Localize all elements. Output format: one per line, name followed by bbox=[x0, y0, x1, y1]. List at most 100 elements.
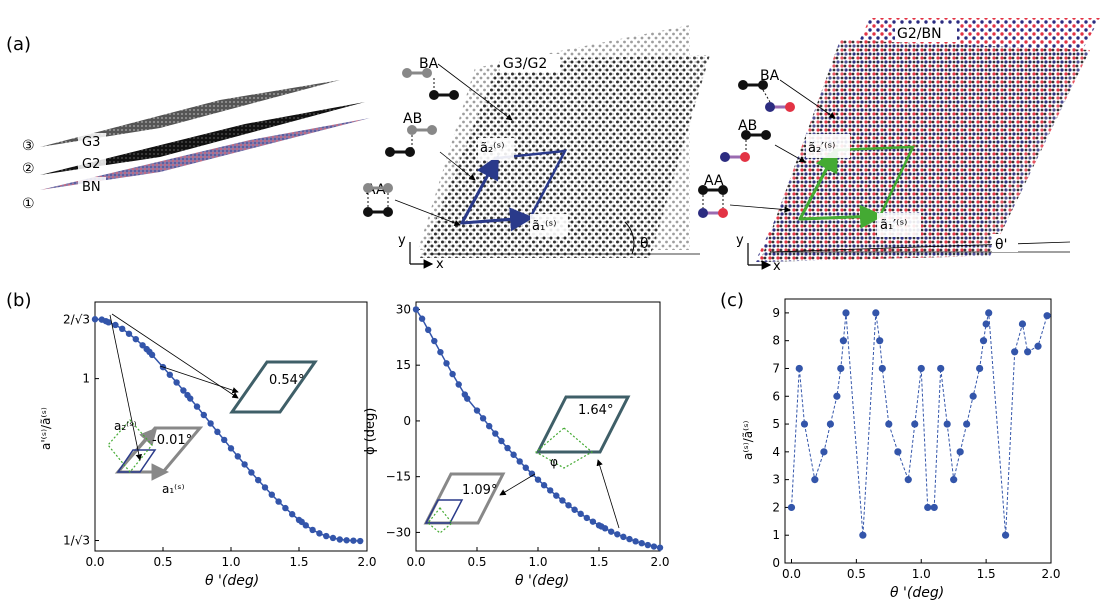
axis-x-g2bn: x bbox=[773, 259, 781, 274]
data-point bbox=[842, 309, 850, 317]
data-point bbox=[275, 498, 282, 505]
data-point bbox=[795, 364, 803, 373]
stacking-aa-label-bn: AA bbox=[704, 173, 724, 189]
chart-ratio-c-ylabel: a⁽ˢ⁾/ã⁽ˢ⁾ bbox=[741, 420, 755, 460]
x-tick-label: 0.5 bbox=[467, 555, 486, 569]
data-point bbox=[504, 444, 511, 452]
vector-a2-g3g2 bbox=[460, 154, 499, 224]
inset-phi-label: φ bbox=[550, 455, 558, 469]
data-point bbox=[510, 451, 517, 458]
data-point bbox=[412, 306, 420, 313]
data-point bbox=[833, 392, 841, 400]
y-tick-label: 30 bbox=[396, 302, 411, 316]
chart-ratio-c-xlabel: θ '(deg) bbox=[890, 585, 944, 601]
data-point bbox=[559, 497, 566, 504]
data-point bbox=[105, 319, 112, 326]
x-tick-label: 0.5 bbox=[153, 555, 172, 569]
x-tick-label: 2.0 bbox=[650, 555, 669, 569]
data-point bbox=[982, 320, 990, 328]
vector-a2-g2bn bbox=[798, 147, 838, 220]
chart-ratio-ticks: 0.0 0.5 1.0 1.5 2.0 2/√3 1 1/√3 bbox=[63, 312, 377, 569]
chart-phi-xlabel: θ '(deg) bbox=[515, 573, 569, 589]
data-point bbox=[180, 387, 187, 394]
data-point bbox=[323, 532, 330, 540]
inset-dotted-cell-164 bbox=[534, 427, 594, 469]
y-tick-label: 6 bbox=[772, 389, 780, 403]
layer-label-bn: BN bbox=[82, 180, 101, 195]
data-point bbox=[268, 491, 275, 498]
data-point bbox=[601, 525, 609, 532]
data-point bbox=[644, 541, 651, 549]
layer-num-3: ③ bbox=[22, 138, 35, 154]
data-point bbox=[1043, 312, 1051, 320]
x-tick-label: 1.0 bbox=[528, 555, 547, 569]
layer-g3 bbox=[40, 80, 340, 147]
data-point bbox=[577, 510, 584, 518]
data-point bbox=[418, 315, 426, 322]
layer-bn bbox=[40, 118, 370, 190]
data-point bbox=[638, 539, 645, 547]
data-point bbox=[1034, 342, 1042, 350]
data-point bbox=[979, 337, 988, 345]
data-point bbox=[316, 530, 323, 537]
data-point bbox=[357, 537, 364, 545]
data-point bbox=[540, 482, 548, 489]
inset-small-cell bbox=[116, 449, 157, 473]
axis-x-g3g2: x bbox=[436, 257, 444, 272]
data-point bbox=[125, 330, 133, 337]
x-tick-label: 0.0 bbox=[85, 555, 104, 569]
data-point bbox=[139, 342, 146, 349]
data-point bbox=[214, 428, 221, 436]
data-point bbox=[620, 533, 627, 541]
data-point bbox=[200, 411, 207, 419]
data-point bbox=[112, 321, 119, 329]
layer-label-g2: G2 bbox=[82, 157, 100, 172]
data-point bbox=[492, 430, 499, 437]
data-point bbox=[455, 381, 462, 388]
data-point bbox=[943, 420, 951, 428]
data-point bbox=[963, 420, 971, 428]
data-point bbox=[486, 422, 493, 430]
stackings-g3g2: BA AB AA bbox=[363, 56, 513, 226]
panel-label-a: (a) bbox=[6, 34, 31, 55]
y-tick-label: −30 bbox=[386, 525, 411, 539]
data-point bbox=[437, 348, 444, 356]
lattice-g2 bbox=[420, 55, 710, 258]
data-point bbox=[885, 420, 893, 428]
data-point bbox=[498, 437, 505, 445]
x-tick-label: 0.0 bbox=[406, 555, 425, 569]
data-point bbox=[583, 514, 590, 522]
inset-dotted-cell-109 bbox=[427, 507, 453, 534]
x-tick-label: 1.0 bbox=[221, 555, 240, 569]
data-point bbox=[309, 526, 316, 534]
x-tick-label: 0.0 bbox=[782, 567, 801, 581]
data-point bbox=[800, 420, 809, 428]
data-point bbox=[930, 503, 938, 512]
y-tick-label: 3 bbox=[772, 473, 780, 487]
stacking-ab-label-bn: AB bbox=[738, 118, 757, 134]
data-point bbox=[571, 506, 578, 513]
y-tick-label: 5 bbox=[772, 417, 780, 431]
data-point bbox=[132, 335, 139, 343]
data-point bbox=[837, 364, 845, 373]
y-tick-label: 9 bbox=[772, 306, 780, 320]
data-point bbox=[911, 420, 919, 428]
panel-label-b: (b) bbox=[6, 290, 31, 311]
data-point bbox=[876, 337, 884, 345]
inset-a1-label: a₁⁽ˢ⁾ bbox=[162, 482, 185, 496]
inset-angle-minus001: -0.01° bbox=[152, 433, 192, 448]
data-point bbox=[859, 531, 867, 539]
data-point bbox=[976, 364, 984, 373]
data-point bbox=[956, 448, 964, 456]
chart-ratio-c: 0.0 0.5 1.0 1.5 2.0 0 1 2 3 4 5 6 7 8 9 θ '(deg) a⁽ˢ⁾/… bbox=[741, 298, 1061, 601]
data-point bbox=[1001, 531, 1010, 539]
data-point bbox=[787, 503, 796, 512]
inset-a2-label: a₂⁽ˢ⁾ bbox=[114, 419, 137, 433]
layer-g2 bbox=[40, 102, 365, 175]
data-point bbox=[839, 337, 847, 345]
data-point bbox=[431, 337, 438, 345]
data-point bbox=[516, 458, 523, 465]
data-point bbox=[425, 326, 432, 334]
data-point bbox=[589, 518, 597, 525]
data-point bbox=[650, 543, 658, 550]
